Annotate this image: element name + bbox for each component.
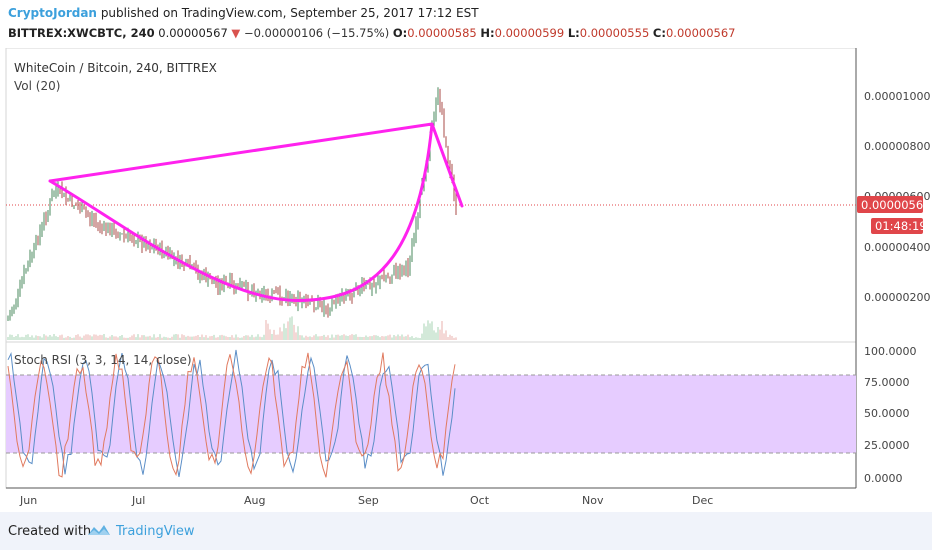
volume-bars [7, 316, 457, 340]
stoch-lines [7, 349, 456, 478]
price-tick: 0.00001000 [864, 90, 930, 103]
rsi-tick: 0.0000 [864, 472, 903, 485]
close-value: 0.00000567 [665, 26, 736, 40]
rsi-ticks: 100.0000 75.0000 50.0000 25.0000 0.0000 [864, 345, 917, 485]
time-tick: Nov [582, 494, 604, 507]
price-tick: 0.00000400 [864, 241, 930, 254]
time-tick: Oct [470, 494, 490, 507]
stoch-d-line [7, 352, 456, 478]
chart-svg[interactable]: WhiteCoin / Bitcoin, 240, BITTREX Vol (2… [0, 47, 932, 512]
close-label: C: [652, 26, 666, 40]
cup-handle-pattern[interactable] [48, 122, 464, 303]
symbol-line: BITTREX:XWCBTC, 240 0.00000567 ▼ −0.0000… [8, 26, 735, 40]
low-value: 0.00000555 [579, 26, 650, 40]
price-badge-text: 0.00000567 [861, 198, 931, 212]
volume-label: Vol (20) [14, 79, 60, 93]
chart-title: WhiteCoin / Bitcoin, 240, BITTREX [14, 61, 217, 75]
countdown-badge-text: 01:48:19 [875, 219, 927, 233]
publish-header: CryptoJordan published on TradingView.co… [0, 0, 932, 48]
time-tick: Dec [692, 494, 713, 507]
publish-line: CryptoJordan published on TradingView.co… [8, 6, 479, 20]
tradingview-logo-icon [88, 525, 110, 535]
time-tick: Jun [19, 494, 37, 507]
stoch-k-line [7, 349, 456, 477]
price-badge [857, 196, 923, 213]
time-tick: Jul [131, 494, 145, 507]
countdown-badge [871, 218, 923, 234]
price-change: −0.00000106 (−15.75%) [243, 26, 390, 40]
time-tick: Sep [358, 494, 379, 507]
price-tick: 0.00000200 [864, 291, 930, 304]
last-price: 0.00000567 [158, 26, 228, 40]
author-link[interactable]: CryptoJordan [8, 6, 97, 20]
high-label: H: [480, 26, 495, 40]
price-pane[interactable] [5, 47, 857, 343]
rsi-tick: 25.0000 [864, 439, 910, 452]
chart-area[interactable]: WhiteCoin / Bitcoin, 240, BITTREX Vol (2… [0, 47, 932, 512]
high-value: 0.00000599 [494, 26, 565, 40]
stoch-band [6, 375, 856, 453]
tradingview-link[interactable]: TradingView [116, 524, 195, 539]
down-arrow-icon: ▼ [231, 26, 241, 40]
rsi-label: Stoch RSI (3, 3, 14, 14, close) [14, 353, 192, 367]
time-ticks: Jun Jul Aug Sep Oct Nov Dec [19, 494, 713, 507]
footer: Created with TradingView [0, 512, 932, 550]
rsi-tick: 50.0000 [864, 407, 910, 420]
rsi-tick: 75.0000 [864, 376, 910, 389]
open-value: 0.00000585 [407, 26, 477, 40]
symbol-name: BITTREX:XWCBTC, 240 [8, 26, 155, 40]
price-tick: 0.00000800 [864, 140, 930, 153]
created-with-text: Created with [8, 524, 92, 539]
low-label: L: [567, 26, 580, 40]
time-tick: Aug [244, 494, 265, 507]
open-label: O: [392, 26, 408, 40]
published-text: published on TradingView.com, September … [100, 6, 479, 20]
rsi-tick: 100.0000 [864, 345, 917, 358]
